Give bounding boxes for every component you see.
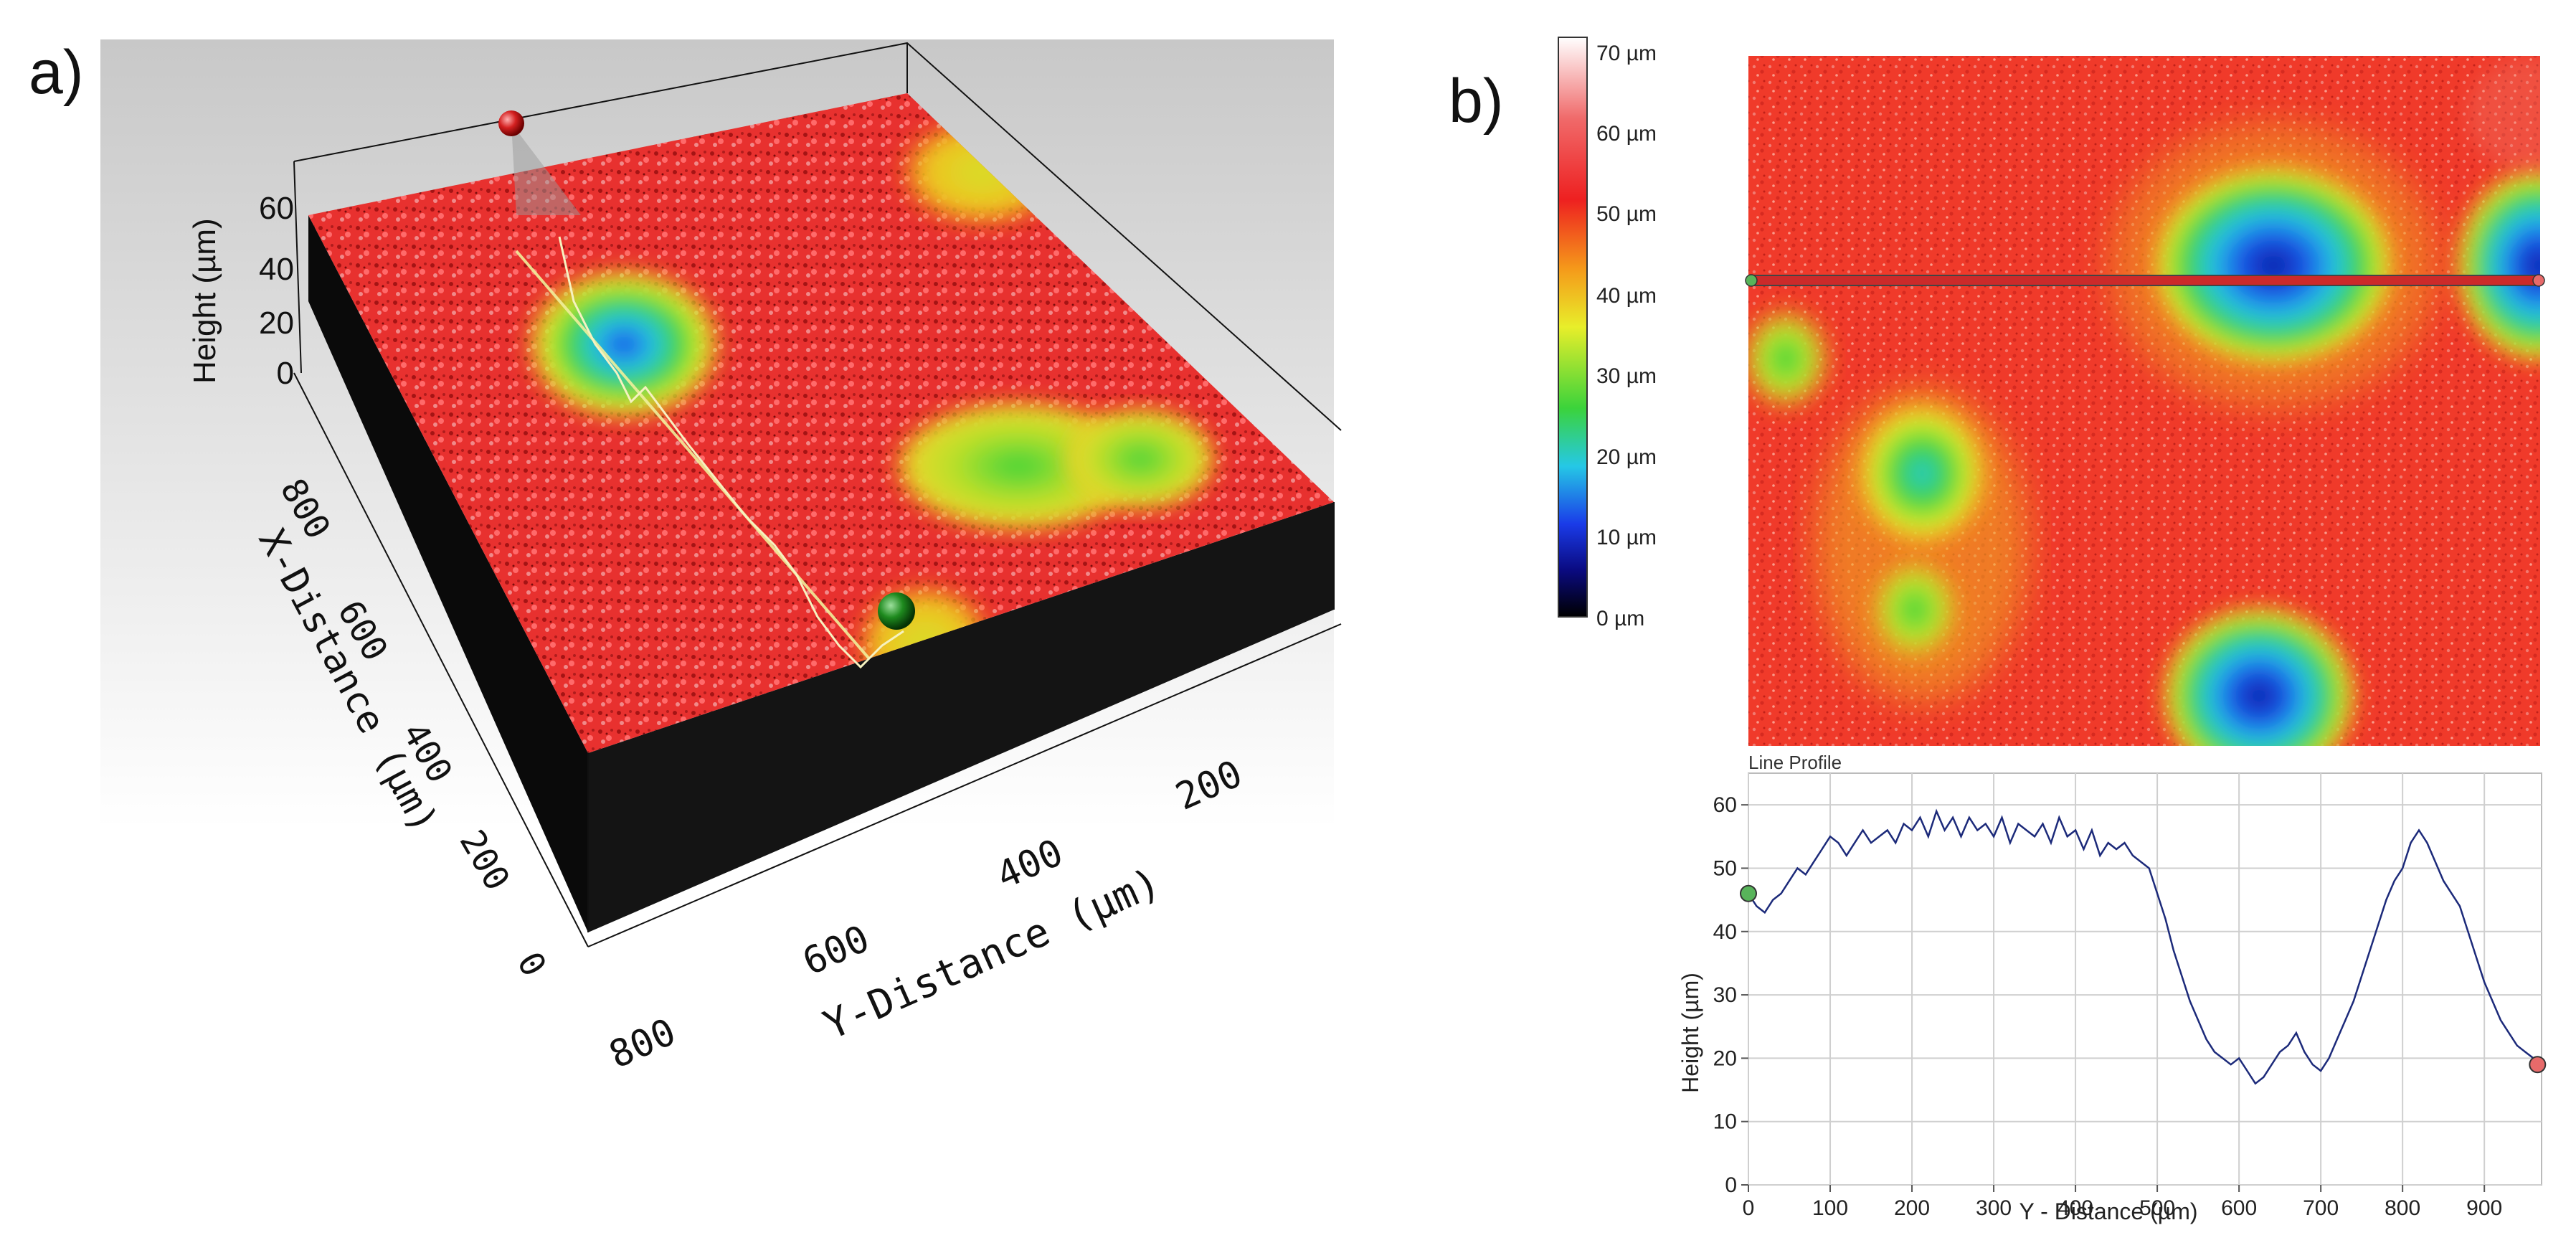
block-front-side [588,502,1334,932]
x-tick-label: 400 [2058,1196,2093,1220]
profile-series-line [1747,808,2539,1085]
x-tick-label: 900 [2466,1196,2502,1220]
x-tick-label: 500 [2139,1196,2175,1220]
x-tick-label: 800 [2385,1196,2420,1220]
y-tick-label: 40 [1713,920,1737,944]
chart-x-label: Y - Distance (µm) [2019,1199,2198,1224]
colorbar-tick: 20 µm [1596,445,1657,469]
x-tick: 200 [452,823,518,897]
z-tick: 40 [259,252,294,287]
chart-frame [1748,772,2542,1186]
y-tick-label: 30 [1713,983,1737,1007]
panel-a-label: a) [29,38,83,107]
colorbar-tick: 40 µm [1596,284,1657,308]
z-tick: 60 [259,191,294,226]
colorbar [1558,37,1588,618]
y-tick: 600 [797,917,876,984]
panel-a-3d-surface: Height (µm) 60 40 20 0 800 600 400 200 0… [29,38,1342,1077]
bounding-box [293,42,1342,431]
profile-end-handle[interactable] [2532,274,2545,287]
y-tick-label: 10 [1713,1110,1737,1134]
z-axis-label: Height (µm) [187,218,222,384]
colorbar-tick: 50 µm [1596,202,1657,226]
colorbar-tick: 0 µm [1596,607,1645,630]
colorbar-tick: 60 µm [1596,122,1657,146]
panel-b-label: b) [1449,67,1503,136]
chart-y-ticks: 0 10 20 30 40 50 60 [1713,793,1748,1197]
x-tick-label: 0 [1743,1196,1755,1220]
colorbar-tick: 70 µm [1596,42,1657,65]
chart-grid [1748,773,2542,1186]
height-map-image [1748,56,2540,746]
colorbar-ticks: 70 µm 60 µm 50 µm 40 µm 30 µm 20 µm 10 µ… [1596,42,1725,630]
profile-selection-line[interactable] [1749,275,2539,286]
y-tick: 800 [603,1011,682,1077]
axis-lines [293,372,1342,947]
chart-y-label: Height (µm) [1677,973,1703,1093]
chart-markers [1740,884,2547,1074]
block-left-side [308,215,588,932]
colorbar-tick: 10 µm [1596,526,1657,549]
red-marker-ball [498,110,524,136]
x-tick-label: 200 [1894,1196,1930,1220]
x-tick-label: 100 [1812,1196,1848,1220]
y-tick-label: 20 [1713,1046,1737,1070]
profile-line-3d [558,236,904,669]
z-tick: 0 [277,356,294,391]
colorbar-tick: 30 µm [1596,364,1657,388]
line-profile-chart: Line Profile 0 10 20 30 40 50 60 0 100 200 300 400… [1677,752,2547,1224]
y-tick: 400 [990,831,1069,898]
marker-cone [511,123,581,215]
x-tick-label: 600 [2221,1196,2257,1220]
z-axis-ticks: 60 40 20 0 [259,191,294,391]
green-marker-ball [878,592,915,630]
x-tick-label: 700 [2303,1196,2339,1220]
start-marker[interactable] [1740,884,1757,902]
end-marker[interactable] [2529,1056,2547,1074]
chart-title: Line Profile [1748,752,1842,773]
profile-start-handle[interactable] [1745,274,1758,287]
y-tick-label: 50 [1713,856,1737,880]
y-tick-label: 60 [1713,793,1737,817]
bounding-box-front [587,502,1335,932]
z-tick: 20 [259,306,294,341]
x-tick-label: 300 [1976,1196,2012,1220]
y-tick-label: 0 [1725,1173,1737,1197]
x-tick: 0 [509,945,554,983]
chart-x-ticks: 0 100 200 300 400 500 600 700 800 900 [1743,1185,2502,1220]
